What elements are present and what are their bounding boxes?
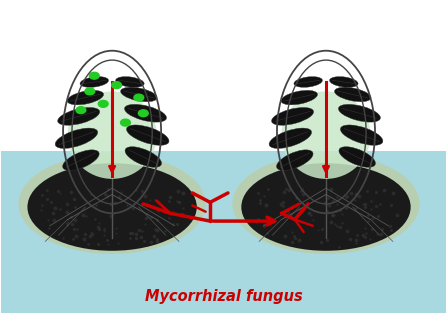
Ellipse shape [58,107,100,125]
Ellipse shape [338,104,380,122]
Ellipse shape [55,128,98,149]
Ellipse shape [269,128,312,149]
Ellipse shape [116,77,144,87]
Ellipse shape [282,91,371,179]
Ellipse shape [329,77,358,87]
Ellipse shape [125,104,167,122]
Ellipse shape [127,125,169,145]
Circle shape [98,100,108,107]
Circle shape [85,88,95,95]
Circle shape [112,82,122,89]
Bar [1,151,446,313]
Ellipse shape [125,147,161,167]
Ellipse shape [277,150,313,171]
Ellipse shape [121,87,157,102]
Circle shape [121,119,131,126]
Circle shape [76,107,86,114]
Ellipse shape [63,150,99,171]
Ellipse shape [340,125,383,145]
Ellipse shape [67,90,104,105]
Ellipse shape [27,163,197,251]
Ellipse shape [294,77,322,87]
Circle shape [134,94,144,101]
Ellipse shape [334,87,371,102]
Ellipse shape [80,77,109,87]
Ellipse shape [18,154,206,254]
Ellipse shape [232,154,420,254]
Ellipse shape [339,147,375,167]
Circle shape [139,110,148,117]
Circle shape [89,72,99,79]
Ellipse shape [67,91,156,179]
Ellipse shape [281,90,317,105]
Ellipse shape [272,107,314,125]
Ellipse shape [241,163,411,251]
Text: Mycorrhizal fungus: Mycorrhizal fungus [145,289,302,304]
